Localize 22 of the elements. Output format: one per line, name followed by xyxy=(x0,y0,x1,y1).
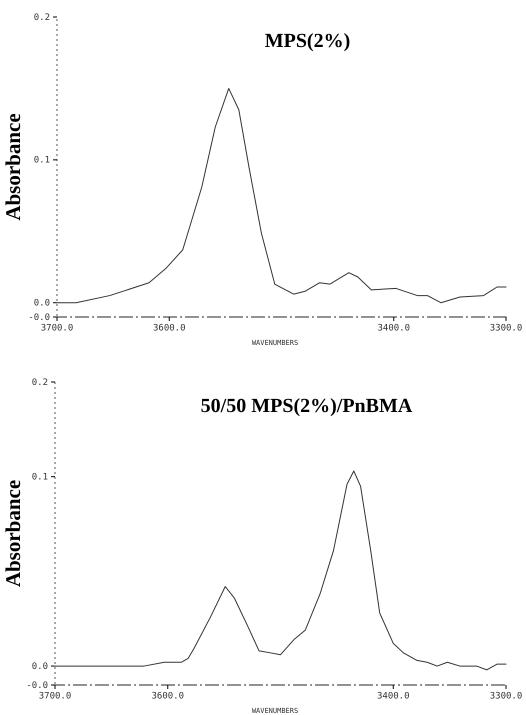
x-tick-label: 3400.0 xyxy=(377,323,410,334)
x-tick-label: 3600.0 xyxy=(151,691,184,702)
line-series xyxy=(56,88,506,304)
y-axis-title: Absorbance xyxy=(1,480,25,588)
x-tick-label: 3300.0 xyxy=(490,691,522,702)
y-tick-label: 0.1 xyxy=(32,472,48,483)
text: 50/50 MPS(2%)/PnBMA xyxy=(200,395,413,417)
text: MPS(2%) xyxy=(264,30,350,52)
y-tick-label: 0.2 xyxy=(34,12,50,23)
x-tick-label: 3400.0 xyxy=(376,691,410,702)
x-tick-label: 3600.0 xyxy=(152,323,186,334)
y-tick-label: 0.0 xyxy=(34,298,50,309)
x-tick-label: 3700.0 xyxy=(40,323,74,334)
y-tick-label: -0.0 xyxy=(28,312,50,323)
y-axis-title: Absorbance xyxy=(1,113,25,221)
y-tick-label: 0.1 xyxy=(34,156,50,166)
line-series xyxy=(54,470,506,670)
y-tick-label: -0.0 xyxy=(26,680,48,691)
y-tick-label: 0.0 xyxy=(32,662,48,672)
x-tick-label: 3700.0 xyxy=(38,691,72,702)
y-tick-label: 0.2 xyxy=(32,378,48,388)
x-tick-label: 3300.0 xyxy=(490,323,522,334)
